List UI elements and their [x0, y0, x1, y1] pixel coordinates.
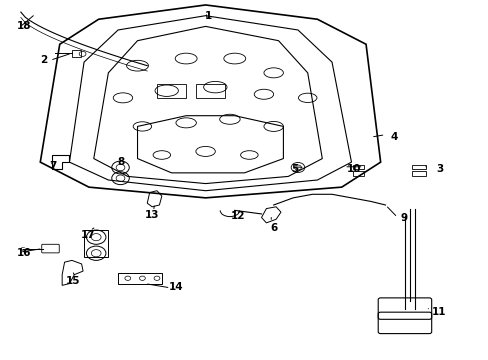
Bar: [72, 50, 81, 57]
Bar: [353, 165, 364, 169]
Text: 7: 7: [49, 161, 56, 171]
Text: 3: 3: [436, 164, 443, 174]
Text: 13: 13: [144, 210, 159, 220]
Text: 18: 18: [17, 21, 31, 31]
Text: 2: 2: [40, 55, 47, 65]
Text: 15: 15: [66, 276, 81, 287]
Text: 17: 17: [81, 230, 95, 240]
Text: 5: 5: [290, 164, 297, 174]
Text: 16: 16: [17, 248, 31, 258]
Bar: [157, 84, 186, 98]
Text: 9: 9: [399, 212, 407, 222]
Text: 6: 6: [269, 223, 277, 233]
Text: 14: 14: [169, 282, 183, 292]
Bar: [196, 84, 224, 98]
Text: 1: 1: [204, 11, 211, 21]
Bar: [118, 273, 162, 284]
Text: 12: 12: [230, 211, 245, 221]
Bar: [353, 171, 364, 176]
Text: 4: 4: [389, 132, 397, 142]
Text: 11: 11: [431, 307, 445, 317]
Text: 10: 10: [346, 164, 360, 174]
Bar: [411, 165, 425, 169]
Bar: [411, 171, 425, 176]
Text: 8: 8: [117, 157, 124, 167]
